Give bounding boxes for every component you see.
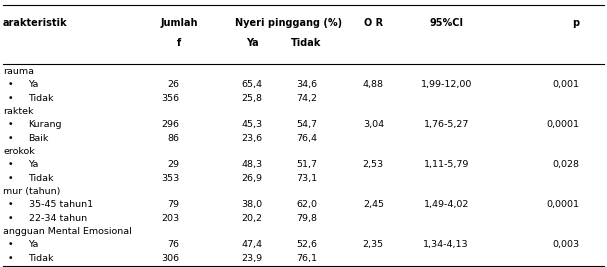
Text: •: •: [8, 80, 13, 89]
Text: rauma: rauma: [3, 67, 34, 76]
Text: 0,0001: 0,0001: [547, 120, 580, 129]
Text: Tidak: Tidak: [29, 94, 54, 103]
Text: angguan Mental Emosional: angguan Mental Emosional: [3, 227, 132, 236]
Text: 38,0: 38,0: [242, 201, 262, 209]
Text: •: •: [8, 134, 13, 143]
Text: 353: 353: [161, 174, 179, 183]
Text: Tidak: Tidak: [29, 254, 54, 263]
Text: 2,35: 2,35: [363, 241, 384, 249]
Text: 25,8: 25,8: [242, 94, 262, 103]
Text: p: p: [572, 18, 580, 28]
Text: 74,2: 74,2: [296, 94, 317, 103]
Text: f: f: [177, 38, 181, 48]
Text: 203: 203: [161, 214, 179, 223]
Text: 0,028: 0,028: [553, 160, 580, 169]
Text: 26: 26: [167, 80, 179, 89]
Text: 0,003: 0,003: [552, 241, 580, 249]
Text: Tidak: Tidak: [29, 174, 54, 183]
Text: •: •: [8, 254, 13, 263]
Text: 47,4: 47,4: [242, 241, 262, 249]
Text: 51,7: 51,7: [296, 160, 317, 169]
Text: 2,53: 2,53: [363, 160, 384, 169]
Text: Baik: Baik: [29, 134, 49, 143]
Text: 34,6: 34,6: [296, 80, 317, 89]
Text: 73,1: 73,1: [296, 174, 317, 183]
Text: Ya: Ya: [29, 241, 39, 249]
Text: 48,3: 48,3: [242, 160, 262, 169]
Text: •: •: [8, 94, 13, 103]
Text: •: •: [8, 174, 13, 183]
Text: raktek: raktek: [3, 107, 33, 116]
Text: 23,6: 23,6: [242, 134, 262, 143]
Text: 1,34-4,13: 1,34-4,13: [423, 241, 469, 249]
Text: Tidak: Tidak: [291, 38, 322, 48]
Text: Nyeri pinggang (%): Nyeri pinggang (%): [235, 18, 342, 28]
Text: 76,1: 76,1: [296, 254, 317, 263]
Text: 2,45: 2,45: [363, 201, 384, 209]
Text: 0,001: 0,001: [553, 80, 580, 89]
Text: 4,88: 4,88: [363, 80, 384, 89]
Text: 95%CI: 95%CI: [429, 18, 463, 28]
Text: 65,4: 65,4: [242, 80, 262, 89]
Text: •: •: [8, 120, 13, 129]
Text: 86: 86: [167, 134, 179, 143]
Text: arakteristik: arakteristik: [3, 18, 67, 28]
Text: 22-34 tahun: 22-34 tahun: [29, 214, 87, 223]
Text: Ya: Ya: [29, 80, 39, 89]
Text: Ya: Ya: [29, 160, 39, 169]
Text: 26,9: 26,9: [242, 174, 262, 183]
Text: 35-45 tahun1: 35-45 tahun1: [29, 201, 93, 209]
Text: 54,7: 54,7: [296, 120, 317, 129]
Text: 1,11-5,79: 1,11-5,79: [424, 160, 469, 169]
Text: 76: 76: [167, 241, 179, 249]
Text: 1,99-12,00: 1,99-12,00: [421, 80, 472, 89]
Text: O R: O R: [364, 18, 383, 28]
Text: •: •: [8, 201, 13, 209]
Text: •: •: [8, 160, 13, 169]
Text: 79,8: 79,8: [296, 214, 317, 223]
Text: 29: 29: [167, 160, 179, 169]
Text: erokok: erokok: [3, 147, 35, 156]
Text: 3,04: 3,04: [363, 120, 384, 129]
Text: 20,2: 20,2: [242, 214, 262, 223]
Text: •: •: [8, 241, 13, 249]
Text: 79: 79: [167, 201, 179, 209]
Text: 306: 306: [161, 254, 179, 263]
Text: 52,6: 52,6: [296, 241, 317, 249]
Text: 62,0: 62,0: [296, 201, 317, 209]
Text: •: •: [8, 214, 13, 223]
Text: 1,76-5,27: 1,76-5,27: [424, 120, 469, 129]
Text: 296: 296: [161, 120, 179, 129]
Text: 45,3: 45,3: [242, 120, 262, 129]
Text: Ya: Ya: [246, 38, 258, 48]
Text: 1,49-4,02: 1,49-4,02: [424, 201, 469, 209]
Text: Jumlah: Jumlah: [160, 18, 198, 28]
Text: 76,4: 76,4: [296, 134, 317, 143]
Text: mur (tahun): mur (tahun): [3, 187, 61, 196]
Text: Kurang: Kurang: [29, 120, 62, 129]
Text: 23,9: 23,9: [242, 254, 262, 263]
Text: 0,0001: 0,0001: [547, 201, 580, 209]
Text: 356: 356: [161, 94, 179, 103]
